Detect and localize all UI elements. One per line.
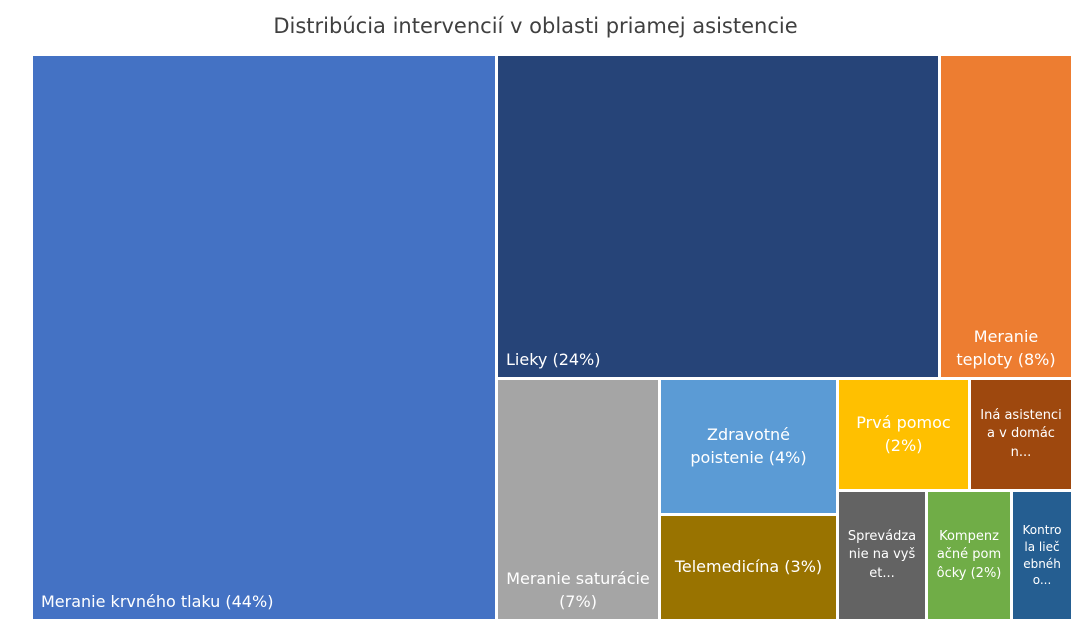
tile: Kompenzačné pomôcky (2%) [928,492,1010,619]
tile-label: Kompenzačné pomôcky (2%) [936,529,1002,581]
tile-label: Prvá pomoc (2%) [856,413,951,455]
tile: Prvá pomoc (2%) [839,380,968,489]
tile-label: Sprevádzanie na vyšet... [847,529,917,581]
tile: Telemedicína (3%) [661,516,836,619]
tile-label: Kontrola liečebnéh o... [1022,522,1062,588]
tile-label: Meranie teploty (8%) [956,327,1056,369]
tile: Meranie krvného tlaku (44%) [33,56,495,619]
tile: Sprevádzanie na vyšet... [839,492,925,619]
tile: Meranie saturácie (7%) [498,380,658,619]
tile-label: Lieky (24%) [506,349,601,369]
tile-label: Telemedicína (3%) [674,557,823,577]
chart-title: Distribúcia intervencií v oblasti priame… [273,14,798,38]
tile: Kontrola liečebnéh o... [1013,492,1071,619]
tile: Zdravotné poistenie (4%) [661,380,836,513]
tile-label: Zdravotné poistenie (4%) [690,425,807,467]
tile: Iná asistencia v domácn... [971,380,1071,489]
tile: Lieky (24%) [498,56,938,377]
tile: Meranie teploty (8%) [941,56,1071,377]
tile-label: Iná asistencia v domácn... [980,408,1062,460]
tile-label: Meranie saturácie (7%) [506,569,650,611]
tile-label: Meranie krvného tlaku (44%) [41,591,274,611]
